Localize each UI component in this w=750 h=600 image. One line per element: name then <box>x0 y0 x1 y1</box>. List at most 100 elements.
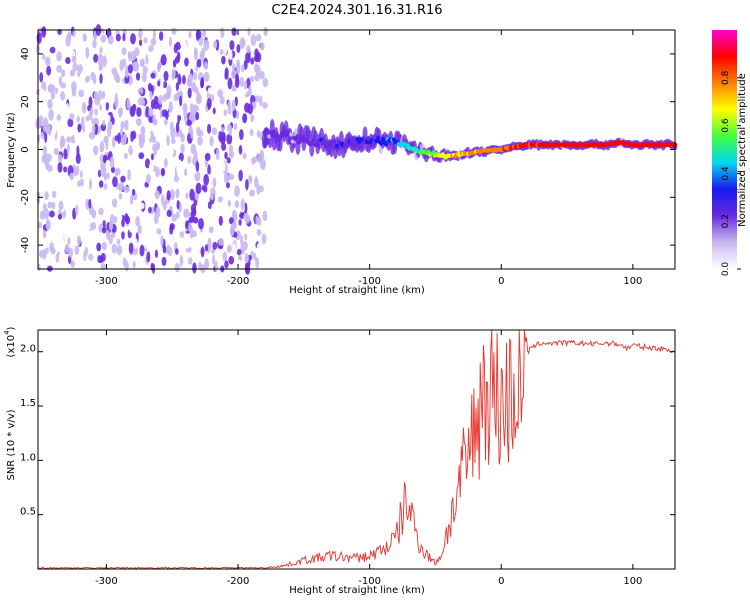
noise-blob <box>255 64 261 77</box>
noise-blob <box>238 255 243 262</box>
noise-blob <box>211 94 215 102</box>
noise-blob <box>219 95 225 105</box>
noise-blob <box>236 62 241 74</box>
noise-blob <box>91 209 97 219</box>
noise-blob <box>226 157 231 164</box>
noise-blob <box>112 176 118 188</box>
noise-blob <box>171 27 177 35</box>
noise-blob <box>136 106 142 117</box>
noise-blob <box>235 73 239 82</box>
noise-blob <box>149 161 154 173</box>
noise-blob <box>175 82 180 91</box>
noise-blob <box>108 220 114 231</box>
noise-blob <box>210 192 214 201</box>
noise-blob <box>238 169 243 182</box>
noise-blob <box>173 43 179 54</box>
noise-blob <box>41 26 47 38</box>
signal-core <box>366 136 371 141</box>
noise-blob <box>189 226 194 239</box>
noise-blob <box>259 185 264 193</box>
noise-blob <box>240 198 246 210</box>
noise-blob <box>140 125 146 136</box>
noise-blob <box>155 166 160 178</box>
noise-blob <box>53 147 60 156</box>
noise-blob <box>174 248 179 255</box>
noise-blob <box>127 64 133 74</box>
signal-core <box>311 138 316 143</box>
noise-blob <box>109 156 115 169</box>
noise-blob <box>249 128 254 137</box>
noise-blob <box>246 45 251 54</box>
signal-core <box>352 137 357 143</box>
noise-blob <box>160 194 165 206</box>
noise-blob <box>46 65 52 76</box>
noise-blob <box>166 190 171 201</box>
noise-blob <box>218 237 224 246</box>
noise-blob <box>140 87 144 95</box>
noise-blob <box>148 206 152 214</box>
noise-blob <box>173 93 179 102</box>
noise-blob <box>222 251 228 262</box>
noise-blob <box>60 91 66 101</box>
noise-blob <box>168 36 172 47</box>
noise-blob <box>189 103 194 114</box>
colorbar: 0.0 0.2 0.4 0.6 0.8 Normalized spectral ampl… <box>712 30 748 276</box>
noise-blob <box>156 63 161 73</box>
noise-blob <box>120 137 127 146</box>
spectrogram-x-label: Height of straight line (km) <box>289 285 425 296</box>
noise-blob <box>193 47 198 60</box>
noise-blob <box>42 53 46 61</box>
noise-blob <box>71 81 77 92</box>
noise-blob <box>198 144 203 156</box>
x-tick-label: 100 <box>623 276 642 287</box>
noise-blob <box>148 45 154 53</box>
snr-y-label: SNR (10 * v/v) <box>6 409 17 480</box>
noise-blob <box>70 260 75 268</box>
signal-core <box>353 141 358 146</box>
noise-blob <box>77 70 81 77</box>
noise-blob <box>154 249 159 258</box>
noise-blob <box>162 81 168 89</box>
noise-blob <box>188 30 192 39</box>
noise-blob <box>105 229 110 240</box>
noise-blob <box>190 143 197 155</box>
noise-blob <box>115 167 121 176</box>
noise-blob <box>124 66 129 79</box>
noise-blob <box>100 34 107 43</box>
signal-core <box>361 140 366 145</box>
noise-blob <box>150 38 157 46</box>
noise-blob <box>175 121 180 134</box>
noise-blob <box>103 183 108 190</box>
noise-blob <box>113 215 118 224</box>
noise-blob <box>154 190 160 200</box>
noise-blob <box>99 104 103 111</box>
noise-blob <box>226 133 233 145</box>
noise-blob <box>111 67 118 76</box>
noise-blob <box>163 70 169 82</box>
noise-blob <box>195 29 200 42</box>
y-tick-label: 1.5 <box>20 398 36 409</box>
signal-core <box>287 137 292 143</box>
noise-blob <box>156 228 162 235</box>
signal-core <box>271 129 276 135</box>
noise-blob <box>107 126 112 138</box>
noise-blob <box>155 206 161 218</box>
noise-blob <box>216 29 221 41</box>
y-tick-label: -40 <box>20 237 31 253</box>
noise-blob <box>144 158 151 169</box>
noise-blob <box>81 116 85 127</box>
noise-blob <box>263 26 268 37</box>
noise-blob <box>231 84 237 92</box>
noise-blob <box>106 114 111 122</box>
noise-blob <box>48 233 53 245</box>
signal-core <box>300 134 305 140</box>
noise-blob <box>65 34 71 47</box>
noise-blob <box>188 125 193 135</box>
noise-blob <box>152 143 157 152</box>
signal-core <box>297 140 302 145</box>
noise-blob <box>185 220 189 230</box>
noise-blob <box>91 123 96 134</box>
noise-blob <box>75 153 81 164</box>
signal-core <box>265 129 270 135</box>
x-tick-label: -100 <box>358 276 381 287</box>
